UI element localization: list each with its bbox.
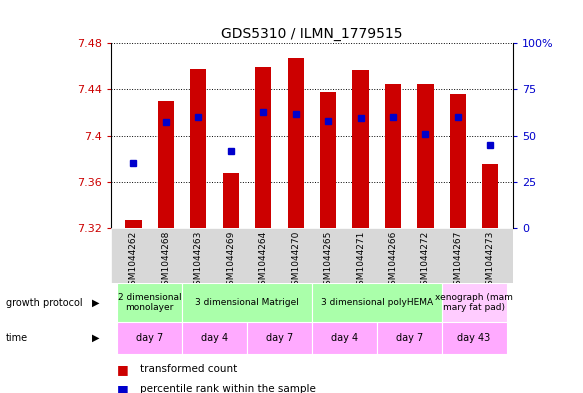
Bar (255, 68, 271, 228)
Bar (158, 101, 174, 228)
Text: 2 dimensional
monolayer: 2 dimensional monolayer (118, 293, 181, 312)
Bar (353, 70, 368, 228)
Bar (287, 58, 304, 228)
Bar (190, 69, 206, 228)
Text: transformed count: transformed count (140, 364, 237, 375)
Text: GSM1044271: GSM1044271 (356, 231, 365, 291)
Title: GDS5310 / ILMN_1779515: GDS5310 / ILMN_1779515 (221, 27, 403, 41)
Bar (223, 173, 239, 228)
Bar (442, 283, 507, 322)
Text: time: time (6, 333, 28, 343)
Bar (442, 322, 507, 354)
Text: ▶: ▶ (93, 333, 100, 343)
Bar (312, 283, 442, 322)
Text: GSM1044265: GSM1044265 (324, 231, 333, 291)
Text: percentile rank within the sample: percentile rank within the sample (140, 384, 316, 393)
Bar (385, 84, 401, 228)
Bar (247, 322, 312, 354)
Text: day 4: day 4 (201, 333, 228, 343)
Bar (377, 322, 442, 354)
Text: growth protocol: growth protocol (6, 298, 82, 308)
Bar (182, 283, 312, 322)
Text: day 7: day 7 (396, 333, 423, 343)
Text: ■: ■ (117, 363, 128, 376)
Text: 3 dimensional Matrigel: 3 dimensional Matrigel (195, 298, 299, 307)
Text: GSM1044266: GSM1044266 (388, 231, 398, 291)
Text: GSM1044262: GSM1044262 (129, 231, 138, 291)
Text: GSM1044268: GSM1044268 (161, 231, 170, 291)
Bar (482, 164, 498, 228)
Text: GSM1044267: GSM1044267 (454, 231, 462, 291)
Text: GSM1044263: GSM1044263 (194, 231, 203, 291)
Text: GSM1044264: GSM1044264 (259, 231, 268, 291)
Bar (117, 283, 182, 322)
Text: GSM1044273: GSM1044273 (486, 231, 495, 291)
Text: day 43: day 43 (458, 333, 491, 343)
Bar (417, 84, 434, 228)
Bar (449, 94, 466, 228)
Text: day 4: day 4 (331, 333, 358, 343)
Bar (312, 322, 377, 354)
Bar (320, 92, 336, 228)
Text: GSM1044272: GSM1044272 (421, 231, 430, 291)
Text: day 7: day 7 (266, 333, 293, 343)
Text: ■: ■ (117, 382, 128, 393)
Text: GSM1044270: GSM1044270 (291, 231, 300, 291)
Text: GSM1044269: GSM1044269 (226, 231, 236, 291)
Text: ▶: ▶ (93, 298, 100, 308)
Bar (182, 322, 247, 354)
Text: 3 dimensional polyHEMA: 3 dimensional polyHEMA (321, 298, 433, 307)
Text: day 7: day 7 (136, 333, 163, 343)
Bar (125, 220, 142, 228)
Text: xenograph (mam
mary fat pad): xenograph (mam mary fat pad) (435, 293, 513, 312)
Bar (117, 322, 182, 354)
